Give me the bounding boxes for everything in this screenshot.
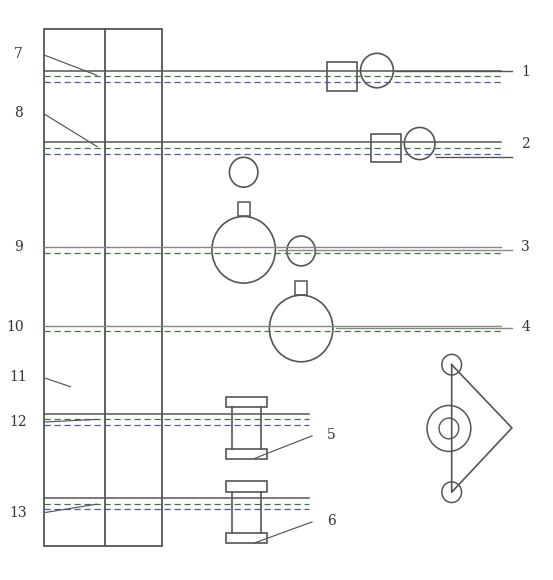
Bar	[226, 481, 267, 492]
Text: 4: 4	[521, 320, 530, 334]
Bar	[327, 62, 357, 90]
Bar	[226, 533, 267, 543]
Bar	[226, 397, 267, 407]
Text: 1: 1	[521, 65, 530, 79]
Text: 12: 12	[9, 415, 27, 429]
Bar	[295, 281, 307, 295]
Bar	[44, 28, 161, 546]
Text: 7: 7	[14, 48, 23, 61]
Text: 9: 9	[14, 240, 23, 254]
Text: 6: 6	[327, 514, 336, 528]
Text: 10: 10	[6, 320, 24, 334]
Bar	[371, 134, 401, 162]
Text: 8: 8	[14, 106, 23, 120]
Text: 2: 2	[521, 136, 530, 151]
Bar	[238, 202, 249, 216]
Text: 13: 13	[9, 506, 27, 520]
Bar	[226, 448, 267, 459]
Text: 11: 11	[9, 370, 27, 385]
Text: 5: 5	[327, 428, 336, 442]
Text: 3: 3	[521, 240, 530, 254]
